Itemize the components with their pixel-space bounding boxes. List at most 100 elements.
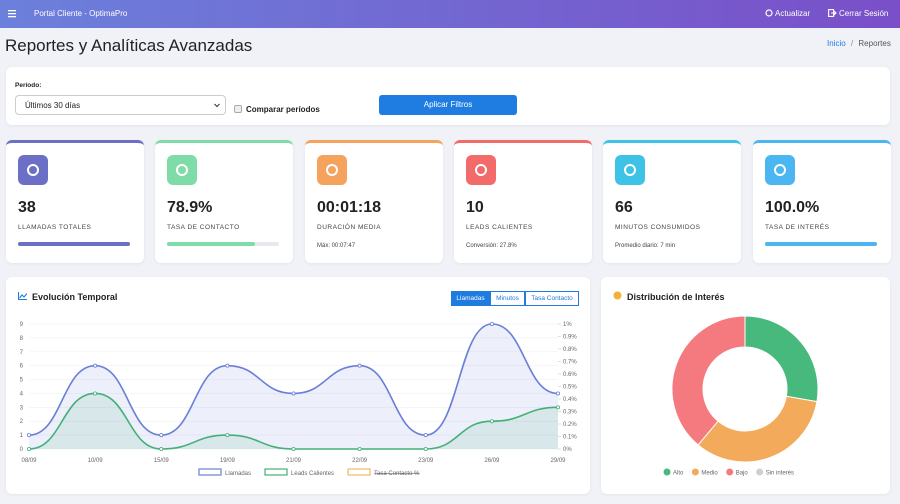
refresh-icon [765, 9, 773, 17]
kpi-icon [466, 155, 496, 185]
glyph [176, 164, 188, 176]
point [423, 433, 428, 438]
chevron [214, 103, 220, 108]
line-title: Evolución Temporal [32, 292, 118, 302]
legend-label: Leads Calientes [291, 471, 334, 477]
y2-tick-label: 0.6% [563, 372, 577, 378]
kpi-label: MINUTOS CONSUMIDOS [615, 224, 701, 231]
kpi-value: 66 [615, 199, 633, 216]
y-tick-label: 7 [20, 350, 24, 356]
kpi-glyph [624, 164, 636, 176]
period-label: Período: [15, 82, 42, 89]
y2-tick-label: 1% [563, 322, 572, 328]
glyph [624, 164, 636, 176]
x-tick-label: 21/09 [286, 458, 302, 464]
kpi-label: LLAMADAS TOTALES [18, 224, 92, 231]
series-area [29, 393, 558, 449]
chart-tab[interactable]: Minutos [490, 291, 525, 306]
brand[interactable]: Portal Cliente - OptimaPro [34, 9, 128, 18]
legend-swatch [264, 468, 288, 476]
line-chart: 0 1 2 3 4 5 6 7 8 9 0% 0.1% 0.2% 0.3% 0.4% 0.5% 0.6% 0.7%… [20, 322, 578, 477]
y-tick-label: 6 [20, 364, 24, 370]
logout-button[interactable]: Cerrar Sesión [839, 9, 889, 18]
kpi-value: 10 [466, 199, 484, 216]
x-tick-label: 15/09 [154, 458, 170, 464]
glyph [326, 164, 338, 176]
point [423, 446, 428, 451]
kpi-glyph [326, 164, 338, 176]
donut-chart: Alto Medio Bajo Sin interés [663, 315, 819, 477]
kpi-icon [18, 155, 48, 185]
chart-icon [18, 292, 27, 300]
legend-label: Llamadas [225, 471, 251, 477]
line-card: Evolución Temporal Llamadas Minutos Tasa C… [6, 277, 590, 494]
donut-card: Distribución de Interés Alto Medio Bajo Sin… [601, 277, 890, 494]
x-tick-label: 23/09 [418, 458, 434, 464]
point [556, 391, 561, 396]
legend-label: Bajo [736, 471, 749, 477]
donut-slice [671, 315, 746, 446]
kpi-label: TASA DE CONTACTO [167, 224, 240, 231]
point [556, 405, 561, 410]
point [225, 433, 230, 438]
y-tick-label: 9 [20, 322, 24, 328]
legend-swatch [347, 468, 371, 476]
kpi-card: 38 LLAMADAS TOTALES [6, 140, 144, 263]
x-tick-label: 10/09 [88, 458, 104, 464]
glyph [27, 164, 39, 176]
logout-icon [828, 9, 837, 17]
page-title: Reportes y Analíticas Avanzadas [5, 36, 253, 55]
point [159, 433, 164, 438]
legend-label: Medio [701, 471, 718, 477]
kpi-note: Promedio diario: 7 min [615, 243, 676, 249]
kpi-value: 00:01:18 [317, 199, 382, 216]
kpi-note: Conversión: 27.8% [466, 243, 517, 249]
point [225, 363, 230, 368]
point [26, 446, 31, 451]
progress-track [167, 242, 279, 246]
y-tick-label: 0 [20, 447, 24, 453]
kpi-glyph [27, 164, 39, 176]
point [489, 419, 494, 424]
breadcrumb-separator: / [850, 39, 854, 48]
refresh-button[interactable]: Actualizar [775, 9, 811, 18]
legend-label: Sin interés [766, 471, 794, 477]
kpi-value: 38 [18, 199, 36, 216]
kpi-label: DURACIÓN MEDIA [317, 224, 382, 231]
kpi-glyph [475, 164, 487, 176]
compare-label[interactable]: Comparar períodos [246, 105, 320, 114]
y2-tick-label: 0.3% [563, 410, 577, 416]
breadcrumb-link[interactable]: Inicio [827, 39, 846, 48]
legend-dot [726, 468, 734, 476]
progress-fill [18, 242, 130, 246]
point [357, 363, 362, 368]
kpi-label: LEADS CALIENTES [466, 224, 533, 231]
kpi-glyph [774, 164, 786, 176]
y2-tick-label: 0.7% [563, 360, 577, 366]
compare-checkbox[interactable] [234, 105, 242, 113]
point [93, 391, 98, 396]
progress-fill [765, 242, 877, 246]
y-tick-label: 8 [20, 336, 24, 342]
chart-tab[interactable]: Tasa Contacto [525, 291, 579, 306]
pie-icon [613, 291, 622, 300]
chart-tab[interactable]: Llamadas [451, 291, 490, 306]
breadcrumb: Inicio / Reportes [827, 39, 891, 48]
menu-icon[interactable] [8, 9, 17, 18]
kpi-value: 78.9% [167, 199, 213, 216]
kpi-icon [167, 155, 197, 185]
legend-label: Tasa Contacto % [374, 471, 420, 477]
series-area [29, 324, 558, 449]
apply-button[interactable]: Aplicar Filtros [379, 95, 517, 115]
glyph [475, 164, 487, 176]
point [357, 446, 362, 451]
point [93, 363, 98, 368]
x-tick-label: 26/09 [484, 458, 500, 464]
point [26, 433, 31, 438]
apply-label: Aplicar Filtros [423, 100, 473, 109]
period-select[interactable]: Últimos 30 días [15, 95, 226, 115]
y2-tick-label: 0.8% [563, 347, 577, 353]
legend-dot [756, 468, 764, 476]
point [159, 446, 164, 451]
